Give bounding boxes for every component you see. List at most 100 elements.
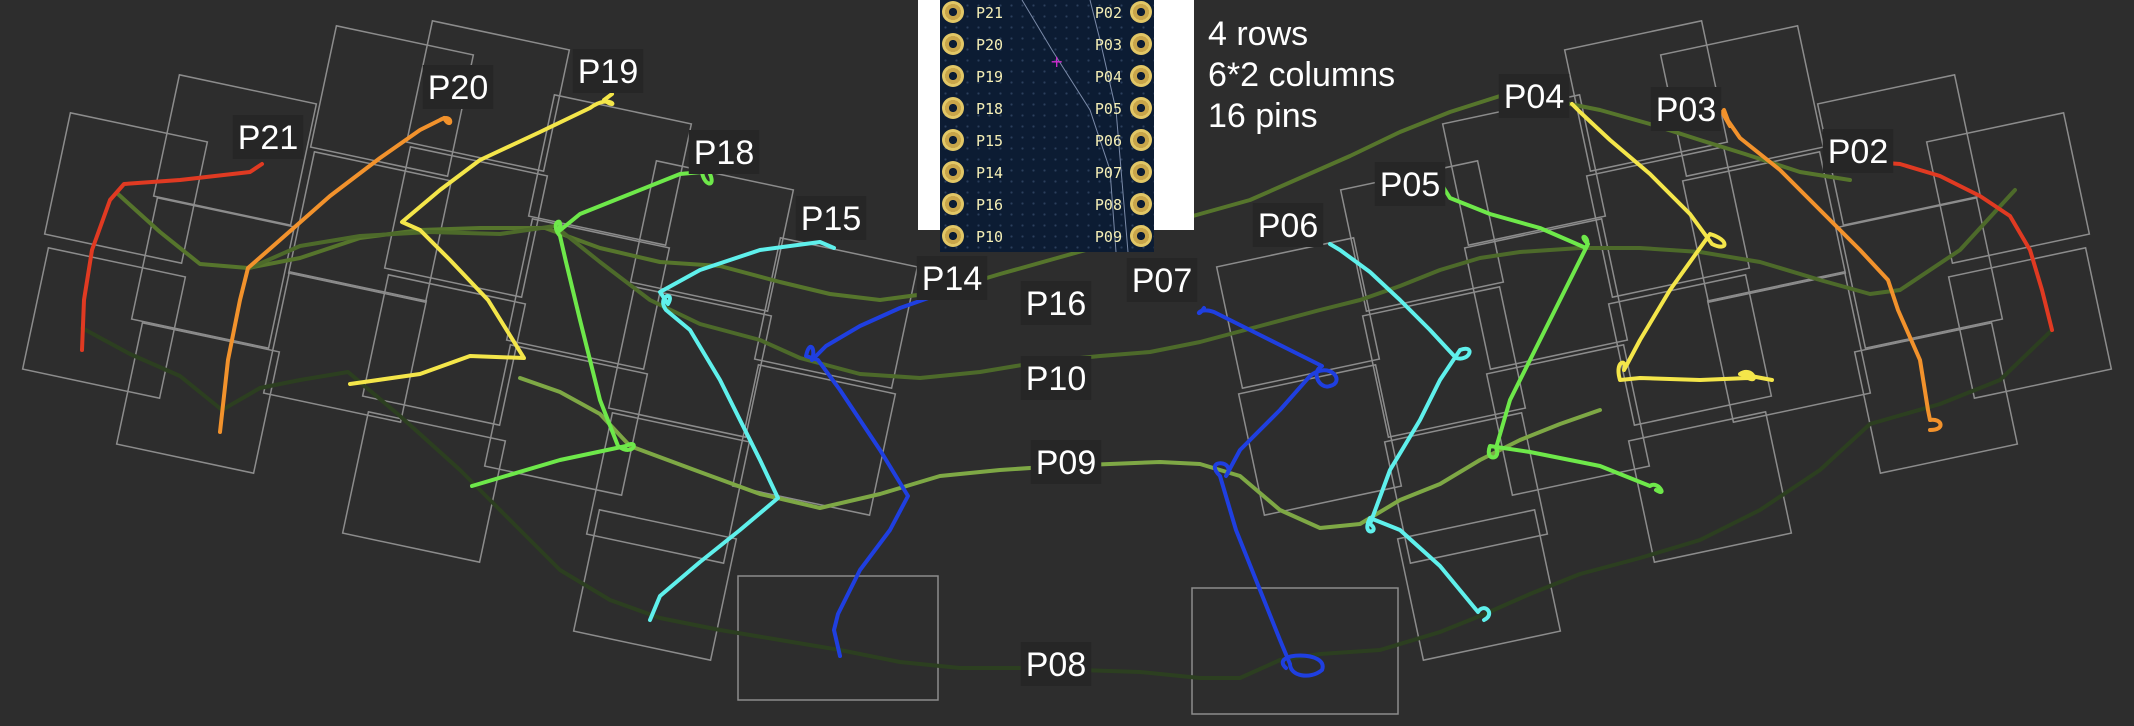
svg-text:P09: P09 [1036, 444, 1097, 482]
pad-icon [942, 65, 964, 87]
key-outline [607, 285, 773, 439]
key-outline [1853, 321, 2019, 475]
trace-p14 [804, 294, 936, 658]
svg-text:P18: P18 [694, 134, 755, 172]
trace-p03 [1720, 108, 1943, 432]
pin-name-right: P03 [1094, 36, 1122, 54]
trace-p21 [80, 162, 264, 352]
pin-row: P16 P08 [940, 189, 1154, 221]
key-outline [21, 246, 187, 400]
pin-label-p20: P20 [422, 65, 494, 109]
key-outline [1947, 246, 2113, 400]
svg-text:P20: P20 [428, 69, 489, 107]
trace-p19 [348, 92, 615, 386]
trace-p07 [1196, 306, 1339, 678]
key-outline [287, 150, 453, 304]
key-outline [527, 93, 693, 247]
svg-text:P21: P21 [238, 119, 299, 157]
pin-label-p21: P21 [232, 115, 304, 159]
key-outline [1361, 285, 1527, 439]
pin-name-right: P08 [1094, 196, 1122, 214]
key-outline [1585, 145, 1751, 299]
trace-p15 [648, 240, 836, 622]
pad-icon [1130, 161, 1152, 183]
left-key-outlines [21, 19, 939, 701]
pad-icon [942, 33, 964, 55]
pins-count: 16 pins [1208, 97, 1318, 135]
pin-row: P21 P02 [940, 0, 1154, 29]
pin-name-left: P20 [976, 36, 1004, 54]
key-outline [1706, 270, 1872, 424]
pin-name-left: P18 [976, 100, 1004, 118]
key-outline [361, 273, 527, 427]
pin-label-p05: P05 [1374, 162, 1446, 206]
pad-icon [1130, 97, 1152, 119]
trace-p05 [1438, 180, 1664, 494]
pad-icon [1130, 65, 1152, 87]
pad-icon [1130, 1, 1152, 23]
rows-count: 4 rows [1208, 15, 1309, 53]
pin-label-p18: P18 [688, 130, 760, 174]
key-outline [1627, 410, 1793, 564]
pin-label-p19: P19 [572, 49, 644, 93]
key-outline [152, 73, 318, 227]
pin-name-left: P14 [976, 164, 1004, 182]
svg-text:P07: P07 [1132, 262, 1193, 300]
pin-label-p08: P08 [1020, 642, 1092, 686]
columns-count: 6*2 columns [1208, 56, 1396, 94]
trace-p18 [470, 170, 714, 488]
pin-name-left: P16 [976, 196, 1004, 214]
key-outline [585, 411, 751, 565]
origin-crosshair-icon: + [1050, 52, 1064, 71]
key-outline [262, 270, 428, 424]
key-outline [1191, 587, 1399, 715]
key-outline [309, 24, 475, 178]
pin-row: P18 P05 [940, 93, 1154, 125]
pin-name-left: P15 [976, 132, 1004, 150]
pad-icon [942, 161, 964, 183]
row-wire-p10 [248, 188, 2017, 380]
left-column-traces [80, 92, 936, 658]
pin-label-p03: P03 [1650, 87, 1722, 131]
svg-text:P14: P14 [922, 260, 983, 298]
pin-name-right: P04 [1094, 68, 1122, 86]
pin-label-p07: P07 [1126, 258, 1198, 302]
pin-name-right: P05 [1094, 100, 1122, 118]
pad-icon [942, 129, 964, 151]
pin-name-right: P07 [1094, 164, 1122, 182]
pin-name-right: P06 [1094, 132, 1122, 150]
pin-name-left: P21 [976, 4, 1004, 22]
pad-icon [1130, 193, 1152, 215]
pin-name-left: P19 [976, 68, 1004, 86]
trace-p04 [1570, 102, 1774, 382]
trace-p02 [1870, 160, 2054, 332]
svg-text:P10: P10 [1026, 360, 1087, 398]
pcb-board: + P21 P02 P20 P03 P19 P04 P18 P05 P15 P06 P14 P07 P1… [940, 0, 1154, 252]
row-wire-p09 [518, 376, 1602, 530]
pin-row: P10 P09 [940, 221, 1154, 252]
pin-label-p15: P15 [795, 196, 867, 240]
svg-text:P19: P19 [578, 53, 639, 91]
key-outline [43, 111, 209, 265]
key-outline [1237, 363, 1403, 517]
key-outline [130, 196, 296, 350]
pin-label-p02: P02 [1822, 129, 1894, 173]
pin-row: P15 P06 [940, 125, 1154, 157]
svg-text:P03: P03 [1656, 91, 1717, 129]
key-outline [1925, 111, 2091, 265]
key-outline [405, 19, 571, 173]
key-outline [1396, 508, 1562, 662]
key-outline [1681, 150, 1847, 304]
key-outline [629, 159, 795, 313]
pad-icon [1130, 225, 1152, 247]
svg-text:P08: P08 [1026, 646, 1087, 684]
key-outline [341, 410, 507, 564]
right-key-outlines [1191, 19, 2113, 715]
key-outline [737, 575, 939, 701]
pin-name-left: P10 [976, 228, 1004, 246]
key-outline [572, 508, 738, 662]
pin-name-right: P09 [1094, 228, 1122, 246]
trace-p06 [1328, 242, 1491, 622]
pin-label-p09: P09 [1030, 440, 1102, 484]
